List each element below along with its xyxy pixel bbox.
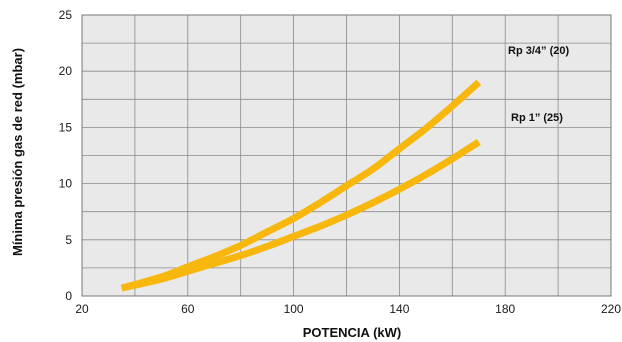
series-layer [120,79,482,292]
x-tick-label: 60 [181,302,195,316]
y-tick-label: 5 [65,233,72,247]
series-line-0 [120,79,482,292]
y-axis-title: Mínima presión gas de red (mbar) [10,48,25,256]
y-tick-label: 20 [59,64,73,78]
y-tick-labels: 0 5 10 15 20 25 [59,8,73,303]
x-tick-labels: 20 60 100 140 180 220 [75,302,621,316]
series-label-rp34: Rp 3/4” (20) [508,45,569,57]
plot-frame [81,14,612,297]
series-line-1 [120,139,481,292]
y-tick-label: 10 [59,177,73,191]
y-tick-label: 15 [59,120,73,134]
x-tick-label: 180 [495,302,515,316]
x-tick-label: 220 [601,302,621,316]
series-label-rp1: Rp 1” (25) [511,112,563,124]
grid-lines [82,15,611,296]
y-tick-label: 0 [65,289,72,303]
x-axis-title: POTENCIA (kW) [303,325,401,340]
x-tick-label: 140 [389,302,409,316]
x-tick-label: 20 [75,302,89,316]
x-tick-label: 100 [284,302,304,316]
y-tick-label: 25 [59,8,73,22]
